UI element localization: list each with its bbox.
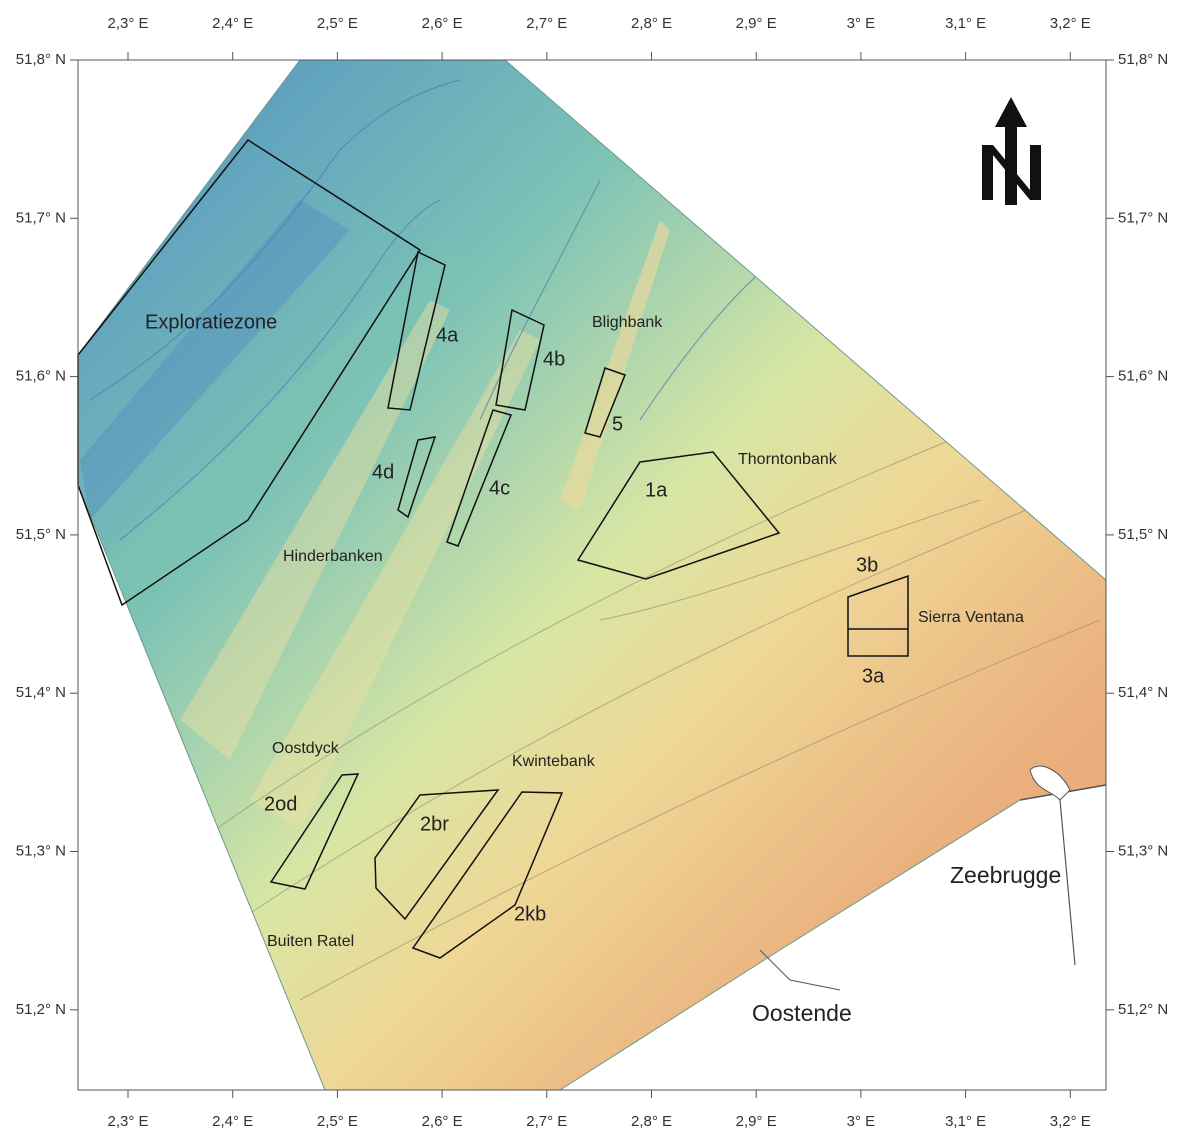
place-label: 4b [543,348,565,370]
lat-label: 51,7° N [16,209,66,226]
lat-label: 51,3° N [16,842,66,859]
sea [78,60,1106,1090]
place-label: Oostdyck [272,740,340,757]
place-label: 4c [489,477,510,499]
lat-label: 51,4° N [16,684,66,701]
lon-label: 3,1° E [945,15,986,32]
lon-label: 2,7° E [526,1113,567,1130]
lon-label: 2,5° E [317,15,358,32]
lat-label: 51,8° N [1118,51,1168,68]
lat-label: 51,4° N [1118,684,1168,701]
place-label: Sierra Ventana [918,609,1024,626]
lon-label: 2,9° E [736,1113,777,1130]
lon-label: 2,6° E [422,1113,463,1130]
lon-label: 2,5° E [317,1113,358,1130]
lon-label: 3° E [847,1113,876,1130]
place-label: Exploratiezone [145,311,277,333]
lon-label: 2,7° E [526,15,567,32]
place-label: Zeebrugge [950,862,1061,888]
lon-label: 3,1° E [945,1113,986,1130]
lon-label: 2,6° E [422,15,463,32]
place-label: 4a [436,324,459,346]
lon-label: 2,8° E [631,15,672,32]
lat-label: 51,5° N [16,526,66,543]
place-label: 2kb [514,903,546,925]
lat-label: 51,5° N [1118,526,1168,543]
lon-label: 3° E [847,15,876,32]
lat-label: 51,8° N [16,51,66,68]
lon-label: 3,2° E [1050,15,1091,32]
place-label: Buiten Ratel [267,933,354,950]
lat-label: 51,7° N [1118,209,1168,226]
place-label: 1a [645,479,668,501]
lat-label: 51,6° N [1118,368,1168,385]
place-label: 4d [372,461,394,483]
lon-label: 2,8° E [631,1113,672,1130]
lon-label: 2,3° E [107,1113,148,1130]
place-label: Oostende [752,1000,852,1026]
place-label: Kwintebank [512,753,596,770]
north-arrow [982,97,1041,205]
lon-label: 2,4° E [212,1113,253,1130]
lon-label: 2,3° E [107,15,148,32]
place-label: 2od [264,793,297,815]
lat-label: 51,3° N [1118,842,1168,859]
lat-label: 51,2° N [1118,1001,1168,1018]
place-label: Thorntonbank [738,451,838,468]
lon-label: 2,9° E [736,15,777,32]
lon-label: 3,2° E [1050,1113,1091,1130]
lat-label: 51,6° N [16,368,66,385]
map: 2,3° E 2,3° E 2,4° E 2,4° E 2,5° E 2,5° E 2,6°… [0,0,1180,1140]
lon-label: 2,4° E [212,15,253,32]
place-label: 5 [612,413,623,435]
place-label: Blighbank [592,314,663,331]
place-label: Hinderbanken [283,548,383,565]
place-label: 2br [420,813,449,835]
place-label: 3a [862,665,885,687]
place-label: 3b [856,554,878,576]
lat-label: 51,2° N [16,1001,66,1018]
